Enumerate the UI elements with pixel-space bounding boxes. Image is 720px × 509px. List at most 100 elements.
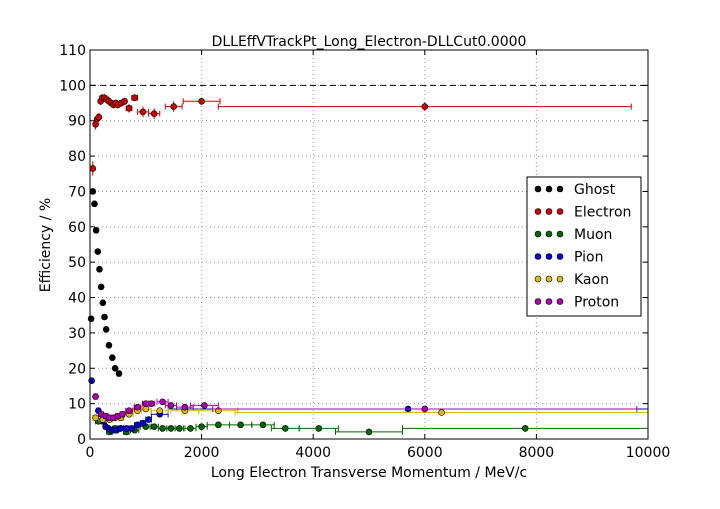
data-point bbox=[237, 421, 244, 429]
data-point bbox=[94, 248, 102, 255]
legend-marker bbox=[534, 298, 542, 305]
data-point bbox=[96, 265, 103, 273]
data-point bbox=[128, 425, 136, 432]
data-point bbox=[92, 227, 100, 234]
legend-marker bbox=[534, 185, 542, 193]
legend-marker bbox=[556, 298, 564, 305]
data-point bbox=[421, 103, 429, 110]
legend-marker bbox=[545, 230, 553, 238]
ticks: 0 2000 4000 6000 8000 10000 0 10 20 30 40 50 60 70 80 9… bbox=[59, 43, 670, 461]
data-point bbox=[167, 402, 175, 409]
legend-entry: Electron bbox=[534, 205, 631, 221]
data-point bbox=[198, 423, 205, 430]
x-tick-label: 0 bbox=[86, 445, 95, 461]
data-point bbox=[521, 425, 529, 432]
legend-marker bbox=[556, 230, 564, 238]
legend-marker bbox=[545, 253, 553, 260]
data-point bbox=[99, 299, 107, 307]
y-tick-label: 0 bbox=[77, 432, 86, 448]
legend-label: Electron bbox=[574, 205, 631, 221]
data-point bbox=[421, 405, 429, 413]
data-point bbox=[187, 425, 194, 432]
x-axis-label: Long Electron Transverse Momentum / MeV/… bbox=[211, 465, 527, 481]
legend-label: Ghost bbox=[574, 182, 616, 198]
legend-entry: Pion bbox=[534, 250, 603, 266]
series-electron bbox=[89, 94, 632, 176]
data-point bbox=[148, 400, 155, 407]
y-tick-label: 30 bbox=[68, 326, 86, 342]
data-point bbox=[198, 97, 205, 105]
data-point bbox=[139, 419, 147, 427]
data-point bbox=[87, 315, 95, 323]
series-proton bbox=[92, 393, 638, 422]
data-point bbox=[181, 403, 189, 411]
legend-marker bbox=[556, 253, 564, 260]
legend-label: Muon bbox=[574, 227, 612, 243]
legend-marker bbox=[556, 185, 564, 193]
x-tick-label: 8000 bbox=[519, 445, 555, 461]
y-tick-label: 110 bbox=[59, 43, 86, 59]
legend-entry: Proton bbox=[534, 295, 619, 311]
legend-marker bbox=[534, 253, 542, 260]
data-point bbox=[201, 402, 208, 409]
data-point bbox=[115, 370, 123, 377]
data-point bbox=[134, 421, 141, 429]
data-point bbox=[109, 354, 116, 361]
chart-title: DLLEffVTrackPt_Long_Electron-DLLCut0.000… bbox=[212, 34, 527, 50]
data-point bbox=[89, 165, 97, 172]
data-point bbox=[91, 200, 98, 208]
axes-frame bbox=[89, 49, 649, 440]
data-point bbox=[167, 425, 175, 432]
data-point bbox=[150, 423, 158, 430]
data-point bbox=[119, 410, 126, 418]
legend-label: Kaon bbox=[574, 272, 609, 288]
y-tick-label: 100 bbox=[59, 78, 86, 94]
legend-marker bbox=[556, 275, 564, 283]
y-tick-label: 80 bbox=[68, 149, 86, 165]
data-point bbox=[102, 326, 110, 333]
data-point bbox=[111, 364, 119, 372]
legend-marker bbox=[534, 208, 542, 215]
data-point bbox=[156, 407, 164, 415]
data-point bbox=[125, 407, 133, 415]
y-axis-label: Efficiency / % bbox=[38, 198, 54, 292]
data-point bbox=[139, 108, 147, 116]
data-point bbox=[175, 425, 183, 432]
data-point bbox=[134, 403, 141, 411]
data-point bbox=[215, 421, 222, 429]
y-tick-label: 60 bbox=[68, 220, 86, 236]
y-tick-label: 90 bbox=[68, 114, 86, 130]
data-point bbox=[131, 94, 138, 102]
y-tick-label: 20 bbox=[68, 361, 86, 377]
data-point bbox=[159, 425, 166, 432]
data-point bbox=[95, 113, 103, 121]
data-point bbox=[281, 425, 289, 432]
data-point bbox=[259, 421, 267, 429]
x-tick-label: 10000 bbox=[626, 445, 671, 461]
legend-entry: Muon bbox=[534, 227, 612, 243]
x-tick-label: 4000 bbox=[295, 445, 331, 461]
legend-marker bbox=[534, 275, 542, 283]
data-point bbox=[315, 425, 323, 432]
legend-label: Pion bbox=[574, 250, 603, 266]
data-point bbox=[122, 425, 130, 432]
legend-marker bbox=[545, 185, 553, 193]
legend: Ghost Electron Muon Pion Kaon Proton bbox=[526, 176, 642, 317]
legend-label: Proton bbox=[574, 295, 619, 311]
legend-entry: Kaon bbox=[534, 272, 609, 288]
legend-marker bbox=[545, 208, 553, 215]
y-tick-label: 10 bbox=[68, 397, 86, 413]
legend-box bbox=[526, 176, 642, 317]
legend-marker bbox=[545, 275, 553, 283]
data-layer bbox=[87, 94, 649, 436]
data-point bbox=[121, 97, 128, 105]
y-tick-label: 70 bbox=[68, 184, 86, 200]
legend-marker bbox=[545, 298, 553, 305]
legend-marker bbox=[556, 208, 564, 215]
data-point bbox=[159, 398, 166, 406]
data-point bbox=[125, 105, 133, 112]
x-tick-label: 2000 bbox=[184, 445, 220, 461]
x-tick-label: 6000 bbox=[407, 445, 443, 461]
